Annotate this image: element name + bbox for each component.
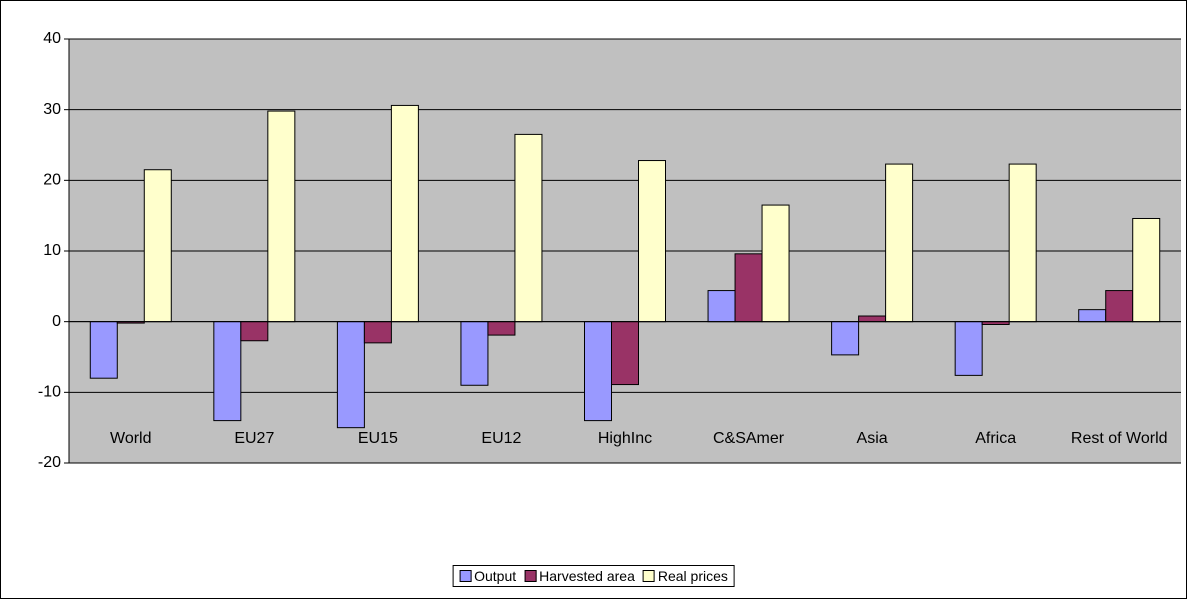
x-tick-label: Asia (856, 430, 888, 447)
bar (514, 133, 543, 323)
bar (611, 321, 639, 386)
bar (638, 160, 666, 323)
legend-swatch (459, 570, 472, 582)
y-tick-label: 20 (43, 172, 61, 189)
bar (460, 321, 489, 386)
x-tick-label: Rest of World (1070, 430, 1168, 447)
bar (885, 163, 914, 323)
x-tick-label: World (110, 430, 152, 447)
x-tick-label: EU27 (234, 430, 275, 447)
x-tick-label: C&SAmer (712, 430, 785, 447)
bar (213, 321, 242, 422)
y-tick-label: -10 (38, 384, 61, 401)
bar (1132, 217, 1161, 323)
y-tick-label: 10 (43, 242, 61, 259)
x-tick-label: EU15 (357, 430, 398, 447)
bar (487, 321, 516, 336)
bar (858, 315, 887, 323)
legend-label: Real prices (657, 568, 728, 584)
bar (707, 290, 736, 323)
bar (1105, 290, 1134, 323)
bar (89, 321, 118, 379)
bar (240, 321, 269, 342)
y-tick-label: 40 (43, 30, 61, 47)
legend-item: Real prices (642, 568, 728, 584)
y-tick-label: 0 (52, 313, 61, 330)
bar (831, 321, 860, 356)
legend: Output Harvested area Real prices (452, 565, 735, 587)
bar (761, 204, 790, 323)
bar (734, 253, 763, 323)
bar (336, 321, 365, 429)
legend-swatch (642, 570, 655, 582)
bar (1078, 309, 1107, 323)
bar (390, 104, 419, 323)
legend-label: Output (474, 568, 517, 584)
y-tick-label: 30 (43, 101, 61, 118)
legend-swatch (524, 570, 537, 582)
x-tick-label: HighInc (597, 430, 653, 447)
bar (363, 321, 392, 344)
x-tick-label: EU12 (481, 430, 522, 447)
bar (143, 169, 172, 323)
x-tick-label: Africa (975, 430, 1017, 447)
bar (584, 321, 612, 422)
legend-item: Harvested area (524, 568, 635, 584)
legend-label: Harvested area (539, 568, 635, 584)
y-tick-label: -20 (38, 454, 61, 471)
legend-item: Output (459, 568, 516, 584)
bar (267, 110, 296, 323)
bar (954, 321, 983, 376)
bar (1008, 163, 1037, 323)
